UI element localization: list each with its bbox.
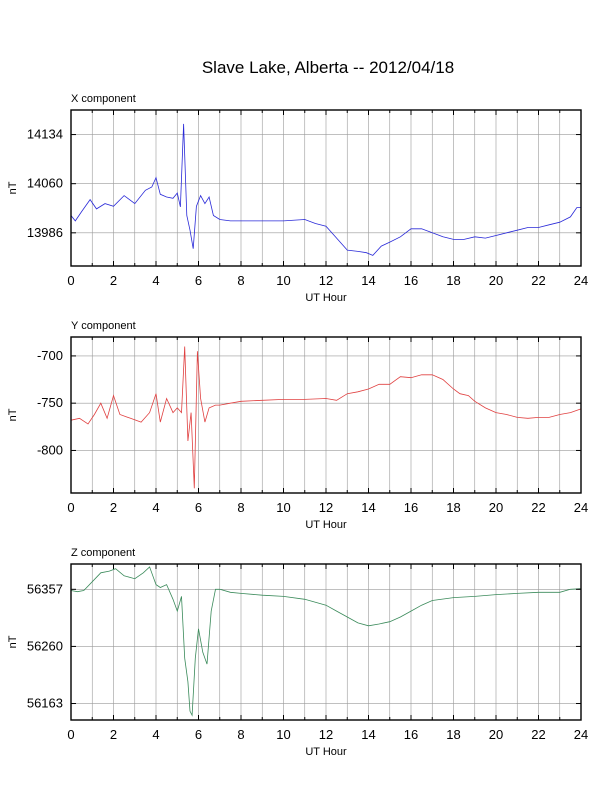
- x-tick-label: 10: [276, 727, 290, 742]
- x-tick-label: 22: [531, 727, 545, 742]
- x-tick-label: 18: [446, 273, 460, 288]
- x-tick-label: 20: [489, 500, 503, 515]
- x-tick-label: 20: [489, 727, 503, 742]
- x-tick-label: 0: [67, 273, 74, 288]
- y-tick-label: 13986: [27, 225, 63, 240]
- x-tick-label: 14: [361, 727, 375, 742]
- x-tick-label: 14: [361, 273, 375, 288]
- x-tick-label: 8: [237, 273, 244, 288]
- x-tick-label: 6: [195, 500, 202, 515]
- x-tick-label: 2: [110, 727, 117, 742]
- y-tick-label: 56357: [27, 581, 63, 596]
- series-line: [70, 566, 582, 717]
- y-tick-label: 56260: [27, 638, 63, 653]
- x-tick-label: 12: [319, 500, 333, 515]
- x-tick-label: 6: [195, 727, 202, 742]
- panel-label: Y component: [71, 320, 136, 332]
- x-tick-label: 18: [446, 727, 460, 742]
- x-tick-label: 0: [67, 500, 74, 515]
- x-tick-label: 22: [531, 273, 545, 288]
- x-tick-label: 22: [531, 500, 545, 515]
- x-tick-label: 8: [237, 727, 244, 742]
- x-tick-label: 2: [110, 273, 117, 288]
- x-tick-label: 18: [446, 500, 460, 515]
- x-tick-label: 16: [404, 727, 418, 742]
- x-axis-label: UT Hour: [305, 746, 347, 758]
- x-axis-label: UT Hour: [305, 292, 347, 304]
- page-title: Slave Lake, Alberta -- 2012/04/18: [201, 58, 455, 77]
- x-tick-label: 14: [361, 500, 375, 515]
- y-tick-label: -700: [37, 348, 63, 363]
- x-tick-label: 4: [152, 500, 159, 515]
- x-tick-label: 20: [489, 273, 503, 288]
- series-line: [70, 346, 582, 489]
- panel-label: X component: [71, 93, 136, 105]
- x-tick-label: 24: [574, 727, 588, 742]
- x-tick-label: 6: [195, 273, 202, 288]
- y-tick-label: -800: [37, 442, 63, 457]
- y-axis-label: nT: [7, 635, 19, 648]
- y-tick-label: 14060: [27, 176, 63, 191]
- x-tick-label: 8: [237, 500, 244, 515]
- y-tick-label: 14134: [27, 127, 63, 142]
- x-tick-label: 12: [319, 727, 333, 742]
- y-axis-label: nT: [7, 408, 19, 421]
- x-tick-label: 2: [110, 500, 117, 515]
- x-tick-label: 10: [276, 273, 290, 288]
- y-tick-label: 56163: [27, 696, 63, 711]
- x-tick-label: 4: [152, 727, 159, 742]
- y-tick-label: -750: [37, 395, 63, 410]
- x-tick-label: 0: [67, 727, 74, 742]
- x-tick-label: 16: [404, 273, 418, 288]
- x-axis-label: UT Hour: [305, 519, 347, 531]
- x-tick-label: 12: [319, 273, 333, 288]
- x-tick-label: 16: [404, 500, 418, 515]
- x-tick-label: 24: [574, 500, 588, 515]
- y-axis-label: nT: [7, 181, 19, 194]
- series-line: [70, 123, 581, 256]
- x-tick-label: 4: [152, 273, 159, 288]
- x-tick-label: 10: [276, 500, 290, 515]
- x-tick-label: 24: [574, 273, 588, 288]
- panel-label: Z component: [71, 547, 135, 559]
